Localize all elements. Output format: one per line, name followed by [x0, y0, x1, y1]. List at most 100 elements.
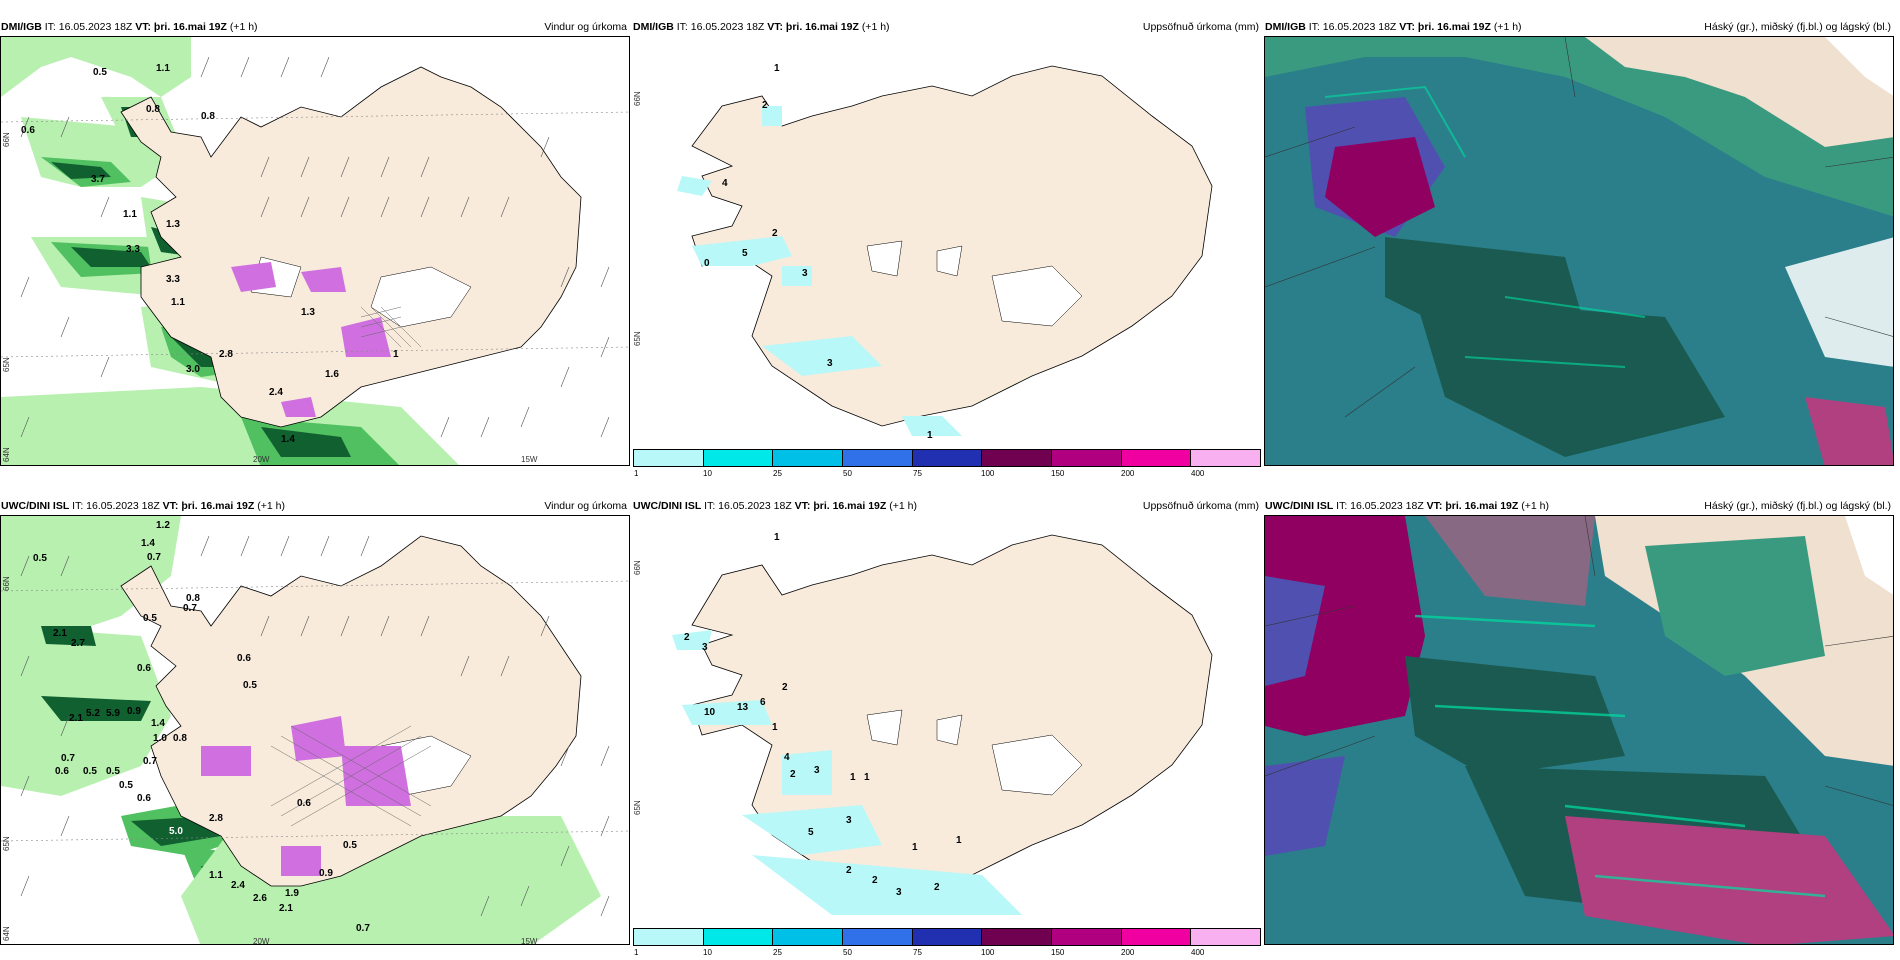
- precip-values: 0.5 1.1 0.8 0.6 0.8 3.7 1.1 1.3 3.3 3.3 …: [21, 63, 399, 445]
- value-label: 5.9: [106, 708, 120, 719]
- value-label: 0.9: [127, 706, 141, 717]
- value-label: 1: [850, 772, 856, 783]
- value-label: 1: [956, 835, 962, 846]
- value-label: 0.6: [21, 125, 35, 136]
- wind-barbs: [20, 535, 610, 917]
- value-label: 0.5: [343, 840, 357, 851]
- value-label: 0.7: [143, 756, 157, 767]
- value-label: 0.8: [186, 593, 200, 604]
- map-frame: 1 2 3 13 6 10 2 1 4 2 3 1 1 5 3 2 2 3 2 …: [632, 515, 1262, 927]
- init-time: IT: 16.05.2023 18Z: [1308, 21, 1397, 33]
- wind-precip-map: 0.5 1.1 0.8 0.6 0.8 3.7 1.1 1.3 3.3 3.3 …: [1, 37, 629, 465]
- hatching: [270, 725, 432, 827]
- valid-time: VT: þri. 16.mai 19Z: [767, 21, 859, 33]
- value-label: 0.8: [201, 111, 215, 122]
- value-label: 0.6: [237, 653, 251, 664]
- init-time: IT: 16.05.2023 18Z: [704, 500, 792, 512]
- panel-uwc-wind: UWC/DINI ISL IT: 16.05.2023 18Z VT: þri.…: [0, 497, 630, 945]
- lat-label: 65N: [633, 331, 642, 346]
- panel-header: UWC/DINI ISL IT: 16.05.2023 18Z VT: þri.…: [0, 497, 630, 515]
- value-label: 0: [704, 258, 710, 269]
- value-label: 1.1: [209, 870, 223, 881]
- panel-title: Uppsöfnuð úrkoma (mm): [1142, 21, 1259, 33]
- valid-time: VT: þri. 16.mai 19Z: [794, 500, 887, 512]
- value-label: 0.7: [183, 603, 197, 614]
- value-label: 4: [722, 178, 728, 189]
- value-label: 1.1: [171, 297, 185, 308]
- model-source: DMI/IGB: [633, 21, 674, 33]
- value-label: 2: [872, 875, 878, 886]
- accum-precip-map: 1 2 3 13 6 10 2 1 4 2 3 1 1 5 3 2 2 3 2 …: [632, 515, 1262, 927]
- value-label: 2.8: [209, 813, 223, 824]
- wind-barbs: [20, 56, 610, 438]
- lead-time: (+1 h): [1493, 21, 1522, 33]
- panel-title: Háský (gr.), miðský (fj.bl.) og lágský (…: [1704, 500, 1891, 512]
- precip-shading: [672, 630, 1022, 915]
- lat-label: 64N: [2, 926, 11, 941]
- snow-precip: [231, 262, 391, 417]
- value-label: 1: [864, 772, 870, 783]
- panel-title: Vindur og úrkoma: [544, 500, 627, 512]
- value-label: 0.6: [297, 798, 311, 809]
- value-label: 0.9: [319, 868, 333, 879]
- lead-time: (+1 h): [889, 500, 917, 512]
- valid-time: VT: þri. 16.mai 19Z: [1426, 500, 1519, 512]
- map-frame: 1.2 0.5 1.4 0.7 0.8 0.7 0.5 2.1 2.7 0.6 …: [0, 515, 630, 945]
- value-label: 3.3: [126, 244, 140, 255]
- panel-header: DMI/IGB IT: 16.05.2023 18Z VT: þri. 16.m…: [632, 18, 1262, 36]
- lead-time: (+1 h): [229, 21, 258, 33]
- lat-label: 65N: [2, 357, 11, 372]
- value-label: 1.4: [281, 434, 295, 445]
- panel-title: Vindur og úrkoma: [544, 21, 627, 33]
- init-time: IT: 16.05.2023 18Z: [44, 21, 133, 33]
- panel-dmi-accum: DMI/IGB IT: 16.05.2023 18Z VT: þri. 16.m…: [632, 18, 1262, 478]
- value-label: 2: [782, 682, 788, 693]
- wind-precip-map: 1.2 0.5 1.4 0.7 0.8 0.7 0.5 2.1 2.7 0.6 …: [1, 516, 629, 944]
- cloud-map: [1265, 37, 1893, 465]
- value-label: 0.5: [93, 67, 107, 78]
- land-mass: [691, 65, 1213, 427]
- value-label: 2.8: [219, 349, 233, 360]
- value-label: 10: [704, 707, 716, 718]
- value-label: 0.7: [356, 923, 370, 934]
- value-label: 2: [684, 632, 690, 643]
- value-label: 3: [702, 642, 708, 653]
- value-label: 1.4: [151, 718, 165, 729]
- lat-label: 66N: [2, 576, 11, 591]
- value-label: 3: [846, 815, 852, 826]
- panel-uwc-clouds: UWC/DINI ISL IT: 16.05.2023 18Z VT: þri.…: [1264, 497, 1894, 945]
- lead-time: (+1 h): [257, 500, 285, 512]
- lat-label: 66N: [2, 132, 11, 147]
- panel-header: DMI/IGB IT: 16.05.2023 18Z VT: þri. 16.m…: [0, 18, 630, 36]
- colorbar: [633, 449, 1261, 467]
- lat-label: 65N: [633, 800, 642, 815]
- precip-values: 1.2 0.5 1.4 0.7 0.8 0.7 0.5 2.1 2.7 0.6 …: [33, 520, 370, 934]
- value-label: 1.4: [141, 538, 155, 549]
- model-source: DMI/IGB: [1265, 21, 1306, 33]
- value-label: 0.5: [83, 766, 97, 777]
- value-label: 0.6: [137, 663, 151, 674]
- map-frame: [1264, 515, 1894, 945]
- value-label: 2: [790, 769, 796, 780]
- panel-header: DMI/IGB IT: 16.05.2023 18Z VT: þri. 16.m…: [1264, 18, 1894, 36]
- valid-time: VT: þri. 16.mai 19Z: [135, 21, 227, 33]
- value-label: 1: [927, 430, 933, 441]
- value-label: 2: [762, 100, 768, 111]
- land-mass: [120, 66, 582, 428]
- precip-values: 1 2 4 2 5 0 3 3 1: [704, 63, 933, 441]
- value-label: 3: [896, 887, 902, 898]
- value-label: 1.1: [156, 63, 170, 74]
- value-label: 5.0: [169, 826, 183, 837]
- value-label: 3.0: [186, 364, 200, 375]
- value-label: 6: [760, 697, 766, 708]
- value-label: 2: [772, 228, 778, 239]
- value-label: 0.8: [146, 104, 160, 115]
- value-label: 2.6: [253, 893, 267, 904]
- value-label: 0.5: [33, 553, 47, 564]
- value-label: 3.3: [166, 274, 180, 285]
- panel-dmi-clouds: DMI/IGB IT: 16.05.2023 18Z VT: þri. 16.m…: [1264, 18, 1894, 466]
- value-label: 1: [774, 63, 780, 74]
- value-label: 5: [808, 827, 814, 838]
- map-frame: [1264, 36, 1894, 466]
- colorbar: [633, 928, 1261, 946]
